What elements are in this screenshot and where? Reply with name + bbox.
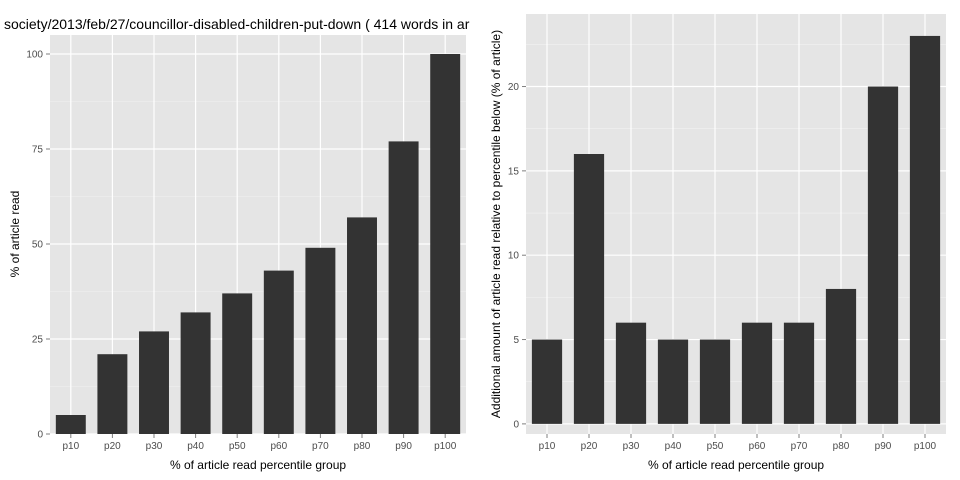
right-y-axis-title: Additional amount of article read relati…: [489, 30, 503, 418]
left-x-axis-ticks: p10 p20 p30 p40 p50 p60 p70 p80 p90 p100: [62, 434, 457, 452]
right-x-axis-title: % of article read percentile group: [648, 458, 824, 472]
left-y-axis-ticks: 0 25 50 75 100: [26, 50, 50, 441]
right-x-tick-label: p30: [623, 441, 640, 452]
right-bar-p90: [867, 86, 899, 424]
left-x-tick-label: p30: [146, 441, 163, 452]
right-bar-p70: [783, 322, 815, 424]
left-x-tick-label: p20: [104, 441, 121, 452]
right-bar-p80: [825, 288, 857, 424]
left-bar-p50: [222, 293, 253, 434]
left-x-tick-label: p80: [354, 441, 371, 452]
left-bar-p30: [139, 331, 169, 434]
right-x-tick-label: p20: [581, 441, 598, 452]
left-x-tick-label: p50: [229, 441, 246, 452]
left-y-tick-label: 50: [32, 240, 44, 251]
left-bar-p80: [347, 217, 377, 434]
right-y-tick-label: 15: [508, 166, 520, 177]
left-bar-p10: [55, 415, 86, 434]
left-x-tick-label: p10: [62, 441, 79, 452]
right-y-tick-label: 5: [513, 335, 519, 346]
right-x-axis-ticks: p10 p20 p30 p40 p50 p60 p70 p80 p90 p100: [539, 434, 937, 452]
right-chart: 0 5 10 15 20 p10 p20 p30 p40 p50 p60 p70 p80 p90 p100…: [489, 14, 946, 472]
left-y-tick-label: 100: [26, 50, 43, 61]
left-bar-p40: [180, 312, 211, 434]
right-bar-p30: [615, 322, 647, 424]
left-x-tick-label: p70: [312, 441, 329, 452]
left-bar-p60: [263, 270, 294, 434]
right-x-tick-label: p40: [665, 441, 682, 452]
right-x-tick-label: p50: [707, 441, 724, 452]
right-bar-p20: [573, 154, 605, 424]
right-x-tick-label: p60: [749, 441, 766, 452]
right-x-tick-label: p10: [539, 441, 556, 452]
right-bar-p10: [531, 339, 563, 424]
left-bars: [55, 54, 461, 434]
left-bar-p20: [97, 354, 128, 434]
right-y-tick-label: 20: [508, 82, 520, 93]
left-y-tick-label: 25: [32, 335, 44, 346]
left-x-tick-label: p40: [187, 441, 204, 452]
left-bar-p70: [305, 247, 336, 434]
right-y-tick-label: 0: [513, 419, 519, 430]
right-bar-p100: [909, 35, 941, 424]
left-x-tick-label: p60: [270, 441, 287, 452]
left-y-tick-label: 0: [37, 430, 43, 441]
right-y-axis-ticks: 0 5 10 15 20: [508, 82, 526, 430]
right-x-tick-label: p100: [914, 441, 937, 452]
left-x-tick-label: p90: [395, 441, 412, 452]
right-x-tick-label: p80: [833, 441, 850, 452]
right-x-tick-label: p90: [875, 441, 892, 452]
right-y-tick-label: 10: [508, 251, 520, 262]
right-bars: [531, 35, 941, 424]
left-y-axis-title: % of article read: [8, 191, 22, 278]
right-x-tick-label: p70: [791, 441, 808, 452]
left-x-tick-label: p100: [434, 441, 457, 452]
left-y-tick-label: 75: [32, 145, 44, 156]
right-bar-p40: [657, 339, 689, 424]
right-bar-p60: [741, 322, 773, 424]
left-bar-p90: [388, 141, 419, 434]
left-x-axis-title: % of article read percentile group: [170, 458, 346, 472]
left-chart-title: society/2013/feb/27/councillor-disabled-…: [4, 16, 470, 32]
right-bar-p50: [699, 339, 731, 424]
left-bar-p100: [430, 54, 461, 434]
